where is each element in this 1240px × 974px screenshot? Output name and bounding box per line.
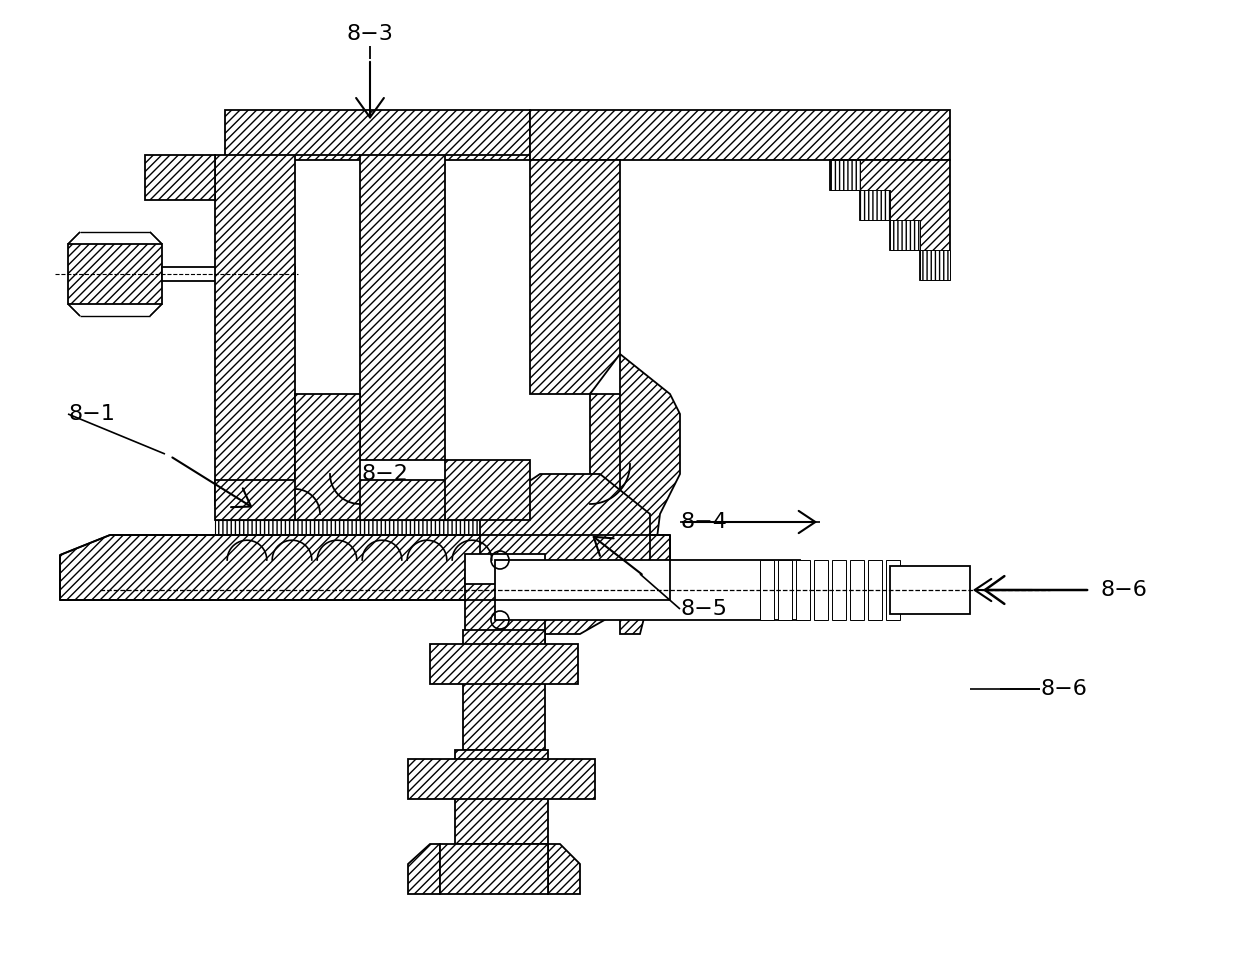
Polygon shape	[463, 630, 546, 750]
Polygon shape	[832, 560, 846, 620]
Polygon shape	[890, 566, 970, 614]
Text: 8−2: 8−2	[362, 464, 408, 484]
Polygon shape	[408, 844, 440, 894]
Polygon shape	[455, 750, 548, 844]
Polygon shape	[495, 560, 800, 620]
Polygon shape	[465, 554, 546, 584]
Polygon shape	[590, 394, 670, 494]
Polygon shape	[861, 190, 890, 220]
Polygon shape	[72, 249, 159, 298]
Polygon shape	[224, 110, 529, 160]
Text: 8−1: 8−1	[68, 404, 115, 424]
Text: 8−6: 8−6	[1040, 679, 1087, 699]
Polygon shape	[68, 244, 162, 304]
Polygon shape	[548, 844, 580, 894]
Polygon shape	[830, 160, 861, 190]
Polygon shape	[430, 644, 578, 684]
Text: 8−3: 8−3	[346, 24, 393, 44]
Polygon shape	[813, 560, 828, 620]
Polygon shape	[620, 354, 680, 634]
Polygon shape	[465, 574, 546, 644]
Text: 8−5: 8−5	[680, 599, 727, 619]
Polygon shape	[145, 155, 215, 200]
Polygon shape	[887, 560, 900, 620]
Text: 8−6: 8−6	[1100, 580, 1147, 600]
Polygon shape	[830, 160, 950, 280]
Polygon shape	[777, 560, 792, 620]
Polygon shape	[215, 520, 534, 560]
Polygon shape	[890, 220, 920, 250]
Polygon shape	[760, 560, 774, 620]
Polygon shape	[920, 250, 950, 280]
Polygon shape	[60, 535, 670, 600]
Polygon shape	[445, 460, 529, 520]
Polygon shape	[360, 155, 445, 460]
Polygon shape	[440, 844, 548, 894]
Polygon shape	[796, 560, 810, 620]
Polygon shape	[529, 110, 950, 160]
Text: 8−4: 8−4	[680, 512, 727, 532]
Polygon shape	[868, 560, 882, 620]
Polygon shape	[295, 394, 360, 520]
Polygon shape	[215, 480, 534, 520]
Polygon shape	[849, 560, 864, 620]
Polygon shape	[529, 160, 620, 394]
Polygon shape	[215, 155, 295, 505]
Polygon shape	[162, 267, 295, 281]
Polygon shape	[480, 474, 650, 634]
Polygon shape	[408, 759, 595, 799]
